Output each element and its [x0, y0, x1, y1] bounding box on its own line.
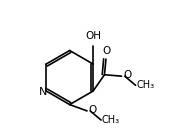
- Text: O: O: [88, 105, 97, 115]
- Text: CH₃: CH₃: [136, 80, 155, 90]
- Text: CH₃: CH₃: [102, 115, 120, 125]
- Text: O: O: [102, 46, 111, 55]
- Text: N: N: [39, 87, 48, 97]
- Text: O: O: [123, 70, 131, 80]
- Text: OH: OH: [85, 31, 101, 41]
